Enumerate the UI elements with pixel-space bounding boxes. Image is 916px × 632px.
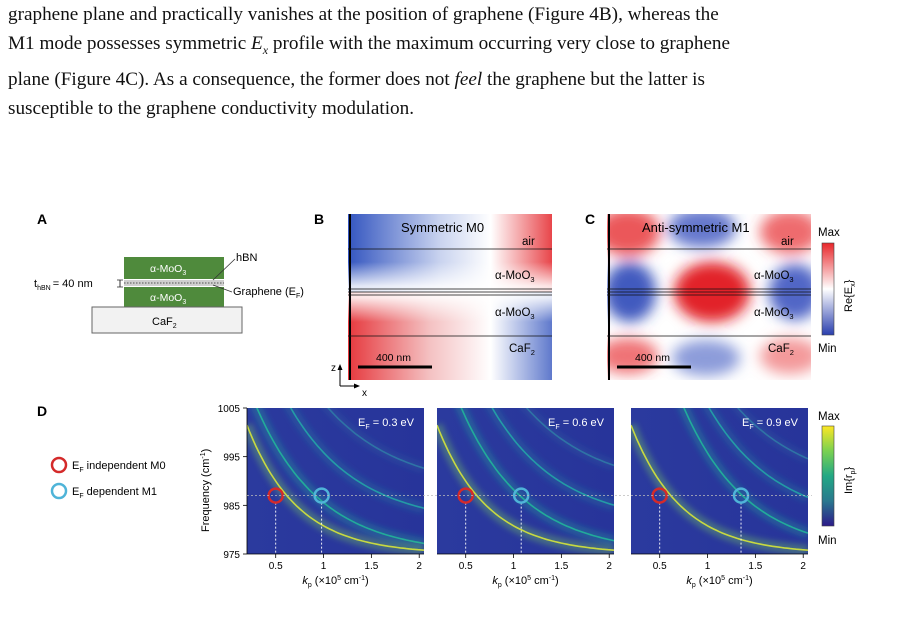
dispersion-branch (491, 408, 614, 506)
legend-m0-label: EF independent M0 (72, 460, 166, 474)
panel-c-air-label: air (781, 236, 794, 248)
panel-c-title: Anti-symmetric M1 (642, 220, 750, 235)
panel-label-d: D (37, 403, 47, 419)
dispersion-branch (247, 424, 424, 551)
paragraph-line-1: graphene plane and practically vanishes … (8, 4, 719, 25)
colorbar-top-label: Re{Ex} (843, 279, 857, 312)
panel-c-field-map: Anti-symmetric M1 air α-MoO3 α-MoO3 CaF2… (607, 214, 811, 380)
layer-moo3-bottom (124, 287, 224, 307)
dispersion-branch (525, 408, 614, 467)
panel-b-scalebar-label: 400 nm (376, 352, 411, 364)
panel-b-caf2-label: CaF2 (509, 343, 535, 357)
dispersion-branch (327, 408, 424, 469)
panel-b-field-map: Symmetric M0 air α-MoO3 α-MoO3 CaF2 400 … (331, 214, 552, 399)
panel-label-c: C (585, 211, 595, 227)
axis-x-label: x (362, 388, 367, 399)
panel-d-ytick-label: 995 (223, 453, 240, 464)
colorbar-top-max: Max (818, 227, 840, 239)
panel-d-ylabel: Frequency (cm-1) (200, 449, 212, 532)
panel-d-fermi-label: EF = 0.6 eV (548, 417, 605, 431)
paragraph-line-4: susceptible to the graphene conductivity… (8, 97, 415, 119)
panel-a-schematic: α-MoO3 α-MoO3 CaF2 hBN Graphene (EF) thB… (34, 252, 304, 334)
layer-moo3-top (124, 257, 224, 279)
panel-d-xtick-label: 1 (705, 561, 711, 572)
colorbar-bottom-min: Min (818, 535, 837, 547)
panel-d-subpanel-2: 0.5 1 1.5 2 kp (×105 cm-1) EF = 0.6 eV (437, 408, 614, 589)
panel-d-ytick-label: 975 (223, 550, 240, 561)
dispersion-branch (708, 408, 808, 499)
paragraph-line-3: plane (Figure 4C). As a consequence, the… (8, 68, 705, 90)
panel-d-xtick-label: 1 (511, 561, 517, 572)
panel-d-xtick-label: 1 (321, 561, 327, 572)
dispersion-branch (736, 408, 808, 460)
panel-d-xtick-label: 0.5 (653, 561, 667, 572)
label-graphene: Graphene (EF) (233, 286, 304, 300)
panel-d-xlabel: kp (×105 cm-1) (492, 575, 558, 589)
legend-m0-marker (50, 456, 68, 474)
colorbar-bottom-label: Im{rp} (843, 467, 857, 494)
label-thickness: thBN = 40 nm (34, 278, 93, 292)
panel-d-xlabel: kp (×105 cm-1) (686, 575, 752, 589)
dispersion-branch (256, 408, 424, 545)
layer-caf2 (91, 306, 243, 334)
legend-m1-marker (50, 482, 68, 500)
dispersion-branch (289, 408, 424, 509)
panel-label-a: A (37, 211, 47, 227)
panel-d-ytick-label: 1005 (218, 404, 241, 415)
panel-d-xtick-label: 2 (416, 561, 422, 572)
label-moo3-bottom: α-MoO3 (150, 292, 186, 306)
panel-d-xtick-label: 2 (800, 561, 806, 572)
panel-d-xlabel: kp (×105 cm-1) (302, 575, 368, 589)
colorbar-top-min: Min (818, 343, 837, 355)
body-paragraph: graphene plane and practically vanishes … (8, 0, 908, 123)
colorbar-re-ex: Max Min Re{Ex} (818, 227, 857, 355)
panel-b-moo3-bottom-label: α-MoO3 (495, 307, 535, 321)
panel-d-xtick-label: 1.5 (364, 561, 378, 572)
panel-b-air-label: air (522, 236, 535, 248)
panel-c-moo3-bottom-label: α-MoO3 (754, 307, 794, 321)
panel-c-caf2-label: CaF2 (768, 343, 794, 357)
legend: EF independent M0 EF dependent M1 (50, 456, 166, 500)
layer-hbn (124, 280, 224, 286)
panel-b-moo3-top-label: α-MoO3 (495, 270, 535, 284)
colorbar-bottom-max: Max (818, 411, 840, 423)
dispersion-branch (437, 424, 614, 551)
panel-d-fermi-label: EF = 0.3 eV (358, 417, 415, 431)
panel-d-xtick-label: 0.5 (459, 561, 473, 572)
panel-d-subpanel-1: 0.5 1 1.5 2 kp (×105 cm-1) EF = 0.3 eV (246, 408, 424, 589)
panel-d-ytick-label: 985 (223, 501, 240, 512)
panel-b-title: Symmetric M0 (401, 220, 484, 235)
panel-d-xtick-label: 1.5 (554, 561, 568, 572)
panel-d-subpanel-3: 0.5 1 1.5 2 kp (×105 cm-1) EF = 0.9 eV (631, 408, 808, 589)
panel-c-moo3-top-label: α-MoO3 (754, 270, 794, 284)
label-hbn: hBN (236, 252, 257, 264)
dispersion-branch (631, 424, 808, 551)
label-moo3-top: α-MoO3 (150, 263, 186, 277)
panel-label-b: B (314, 211, 324, 227)
panel-c-scalebar-label: 400 nm (635, 352, 670, 364)
panel-d-xtick-label: 2 (606, 561, 612, 572)
colorbar-im-rp: Max Min Im{rp} (818, 411, 857, 547)
panel-d: Frequency (cm-1) 1005 995 985 975 0.5 1 1.5 2 k… (200, 404, 812, 589)
legend-m1-label: EF dependent M1 (72, 486, 157, 500)
panel-d-xtick-label: 0.5 (269, 561, 283, 572)
paragraph-line-2: M1 mode possesses symmetric Ex profile w… (8, 33, 731, 57)
panel-d-xtick-label: 1.5 (748, 561, 762, 572)
axis-z-label: z (331, 363, 336, 374)
dispersion-branch (683, 408, 808, 534)
label-caf2: CaF2 (152, 316, 177, 330)
panel-d-fermi-label: EF = 0.9 eV (742, 417, 799, 431)
